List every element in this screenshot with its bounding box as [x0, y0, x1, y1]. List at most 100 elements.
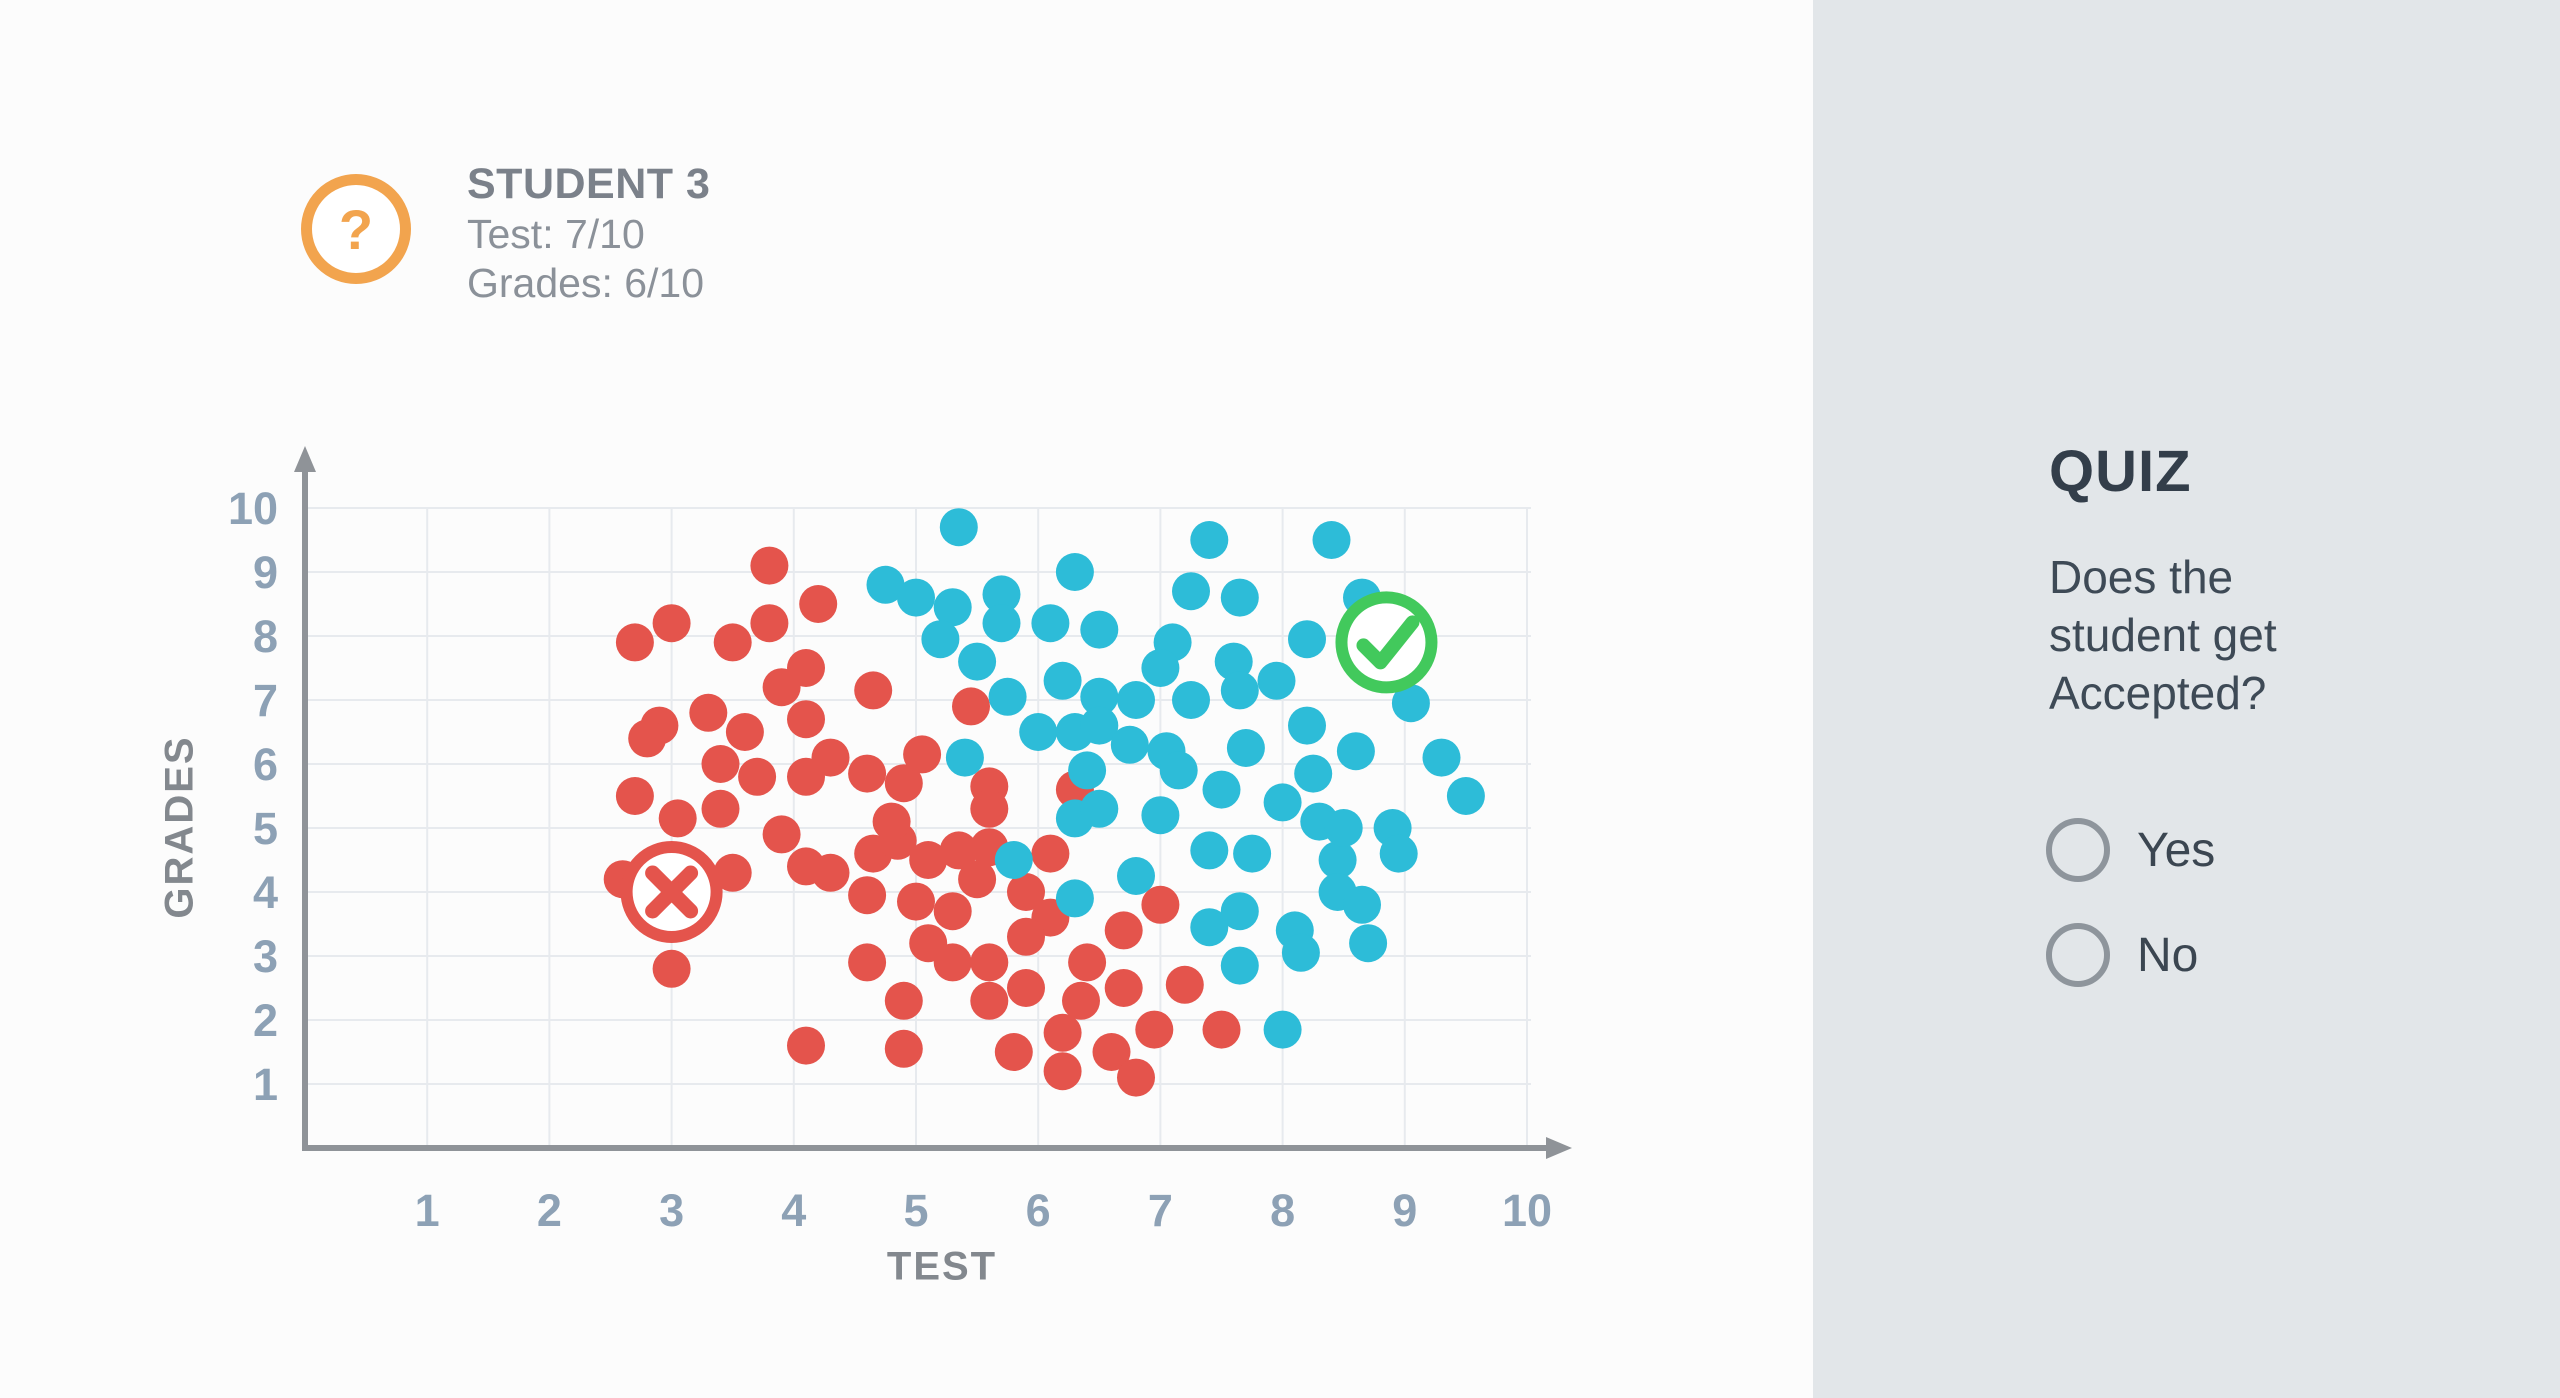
- accepted-point: [1080, 677, 1119, 716]
- accepted-point: [1288, 706, 1326, 745]
- accepted-point: [1141, 796, 1180, 835]
- rejected-point: [933, 892, 972, 931]
- y-tick-label: 1: [253, 1059, 278, 1110]
- rejected-point: [848, 943, 887, 982]
- rejected-point: [903, 735, 942, 774]
- accepted-point: [1117, 857, 1155, 895]
- rejected-point: [750, 604, 789, 643]
- quiz-option-yes-radio[interactable]: [2046, 818, 2110, 882]
- quiz-option-no-label[interactable]: No: [2137, 928, 2199, 982]
- accepted-point: [1391, 684, 1430, 723]
- rejected-point: [994, 1033, 1033, 1071]
- accepted-point: [1312, 521, 1351, 559]
- accepted-point: [1190, 521, 1229, 559]
- x-tick-label: 7: [1148, 1185, 1173, 1236]
- rejected-point: [958, 860, 997, 899]
- accepted-point: [1068, 751, 1107, 790]
- y-tick-label: 8: [253, 611, 278, 662]
- rejected-point: [848, 876, 887, 915]
- quiz-option-yes[interactable]: Yes: [2046, 818, 2215, 882]
- rejected-point: [884, 764, 923, 803]
- accepted-point: [1226, 729, 1265, 767]
- quiz-option-no[interactable]: No: [2046, 923, 2198, 987]
- accepted-point: [1233, 834, 1272, 873]
- quiz-title: QUIZ: [2049, 439, 2192, 504]
- rejected-point: [1007, 969, 1045, 1007]
- accepted-point: [982, 604, 1021, 643]
- accepted-point: [939, 508, 978, 547]
- accepted-point: [1336, 732, 1375, 771]
- rejected-point: [628, 719, 667, 758]
- quiz-option-yes-label[interactable]: Yes: [2137, 823, 2216, 877]
- rejected-point: [738, 757, 777, 796]
- x-tick-label: 9: [1392, 1185, 1417, 1236]
- accepted-point: [1220, 578, 1259, 617]
- accepted-point: [1019, 713, 1058, 751]
- rejected-point: [1165, 965, 1204, 1004]
- rejected-point: [701, 789, 740, 828]
- rejected-point: [713, 623, 752, 662]
- rejected-point: [1043, 1052, 1082, 1091]
- accepted-point: [1220, 892, 1259, 931]
- accepted-point: [1043, 661, 1082, 700]
- accepted-point: [1055, 879, 1094, 918]
- accepted-point: [945, 738, 984, 777]
- quiz-question: Does the student get Accepted?: [2049, 551, 2277, 719]
- quiz-option-no-radio[interactable]: [2046, 923, 2110, 987]
- accepted-point: [1263, 1010, 1302, 1049]
- student-card: ? STUDENT 3 Test: 7/10 Grades: 6/10: [301, 158, 710, 308]
- rejected-point: [787, 1026, 825, 1065]
- x-tick-label: 1: [415, 1185, 440, 1236]
- x-axis-title: TEST: [886, 1244, 998, 1289]
- accepted-point: [1031, 604, 1070, 643]
- accepted-point: [1281, 933, 1320, 972]
- student-test-score: Test: 7/10: [467, 211, 645, 257]
- y-tick-label: 4: [253, 867, 278, 918]
- rejected-point: [1104, 969, 1143, 1007]
- rejected-point: [762, 815, 801, 854]
- accepted-point: [1202, 770, 1241, 809]
- rejected-point: [970, 981, 1009, 1020]
- rejected-point: [952, 687, 990, 726]
- rejected-point: [1062, 981, 1100, 1020]
- y-tick-label: 7: [253, 675, 278, 726]
- accepted-point: [1080, 789, 1119, 828]
- accepted-point: [1141, 649, 1180, 687]
- rejected-point: [615, 777, 654, 815]
- y-axis-arrow-icon: [294, 446, 316, 472]
- accepted-point: [1190, 908, 1229, 947]
- accepted-point: [1110, 725, 1149, 764]
- y-tick-label: 2: [253, 995, 278, 1046]
- accepted-point: [1080, 706, 1119, 745]
- rejected-point: [1007, 917, 1045, 956]
- rejected-point: [762, 668, 801, 707]
- accepted-point: [1294, 754, 1333, 793]
- accepted-point: [1117, 681, 1155, 719]
- rejected-point: [1135, 1010, 1174, 1049]
- accepted-point: [1446, 777, 1485, 815]
- rejected-point: [725, 713, 764, 751]
- rejected-point: [970, 789, 1009, 828]
- accepted-point: [1055, 553, 1094, 591]
- rejected-point: [799, 585, 838, 623]
- rejected-point: [1043, 1013, 1082, 1052]
- x-tick-label: 8: [1270, 1185, 1295, 1236]
- accepted-point: [897, 578, 935, 617]
- accepted-point: [1257, 661, 1296, 700]
- accepted-point: [1159, 751, 1198, 790]
- accepted-marker: [1335, 591, 1438, 694]
- x-tick-label: 10: [1502, 1185, 1552, 1236]
- accepted-point: [1379, 834, 1418, 873]
- y-tick-label: 9: [253, 547, 278, 598]
- accepted-point: [982, 575, 1021, 614]
- rejected-point: [658, 799, 697, 838]
- rejected-point: [787, 757, 825, 796]
- x-tick-label: 5: [903, 1185, 928, 1236]
- accepted-point: [1220, 671, 1259, 710]
- y-tick-label: 5: [253, 803, 278, 854]
- accepted-point: [1190, 831, 1229, 870]
- accepted-point: [1318, 841, 1357, 879]
- rejected-point: [970, 943, 1009, 982]
- accepted-point: [1324, 809, 1363, 847]
